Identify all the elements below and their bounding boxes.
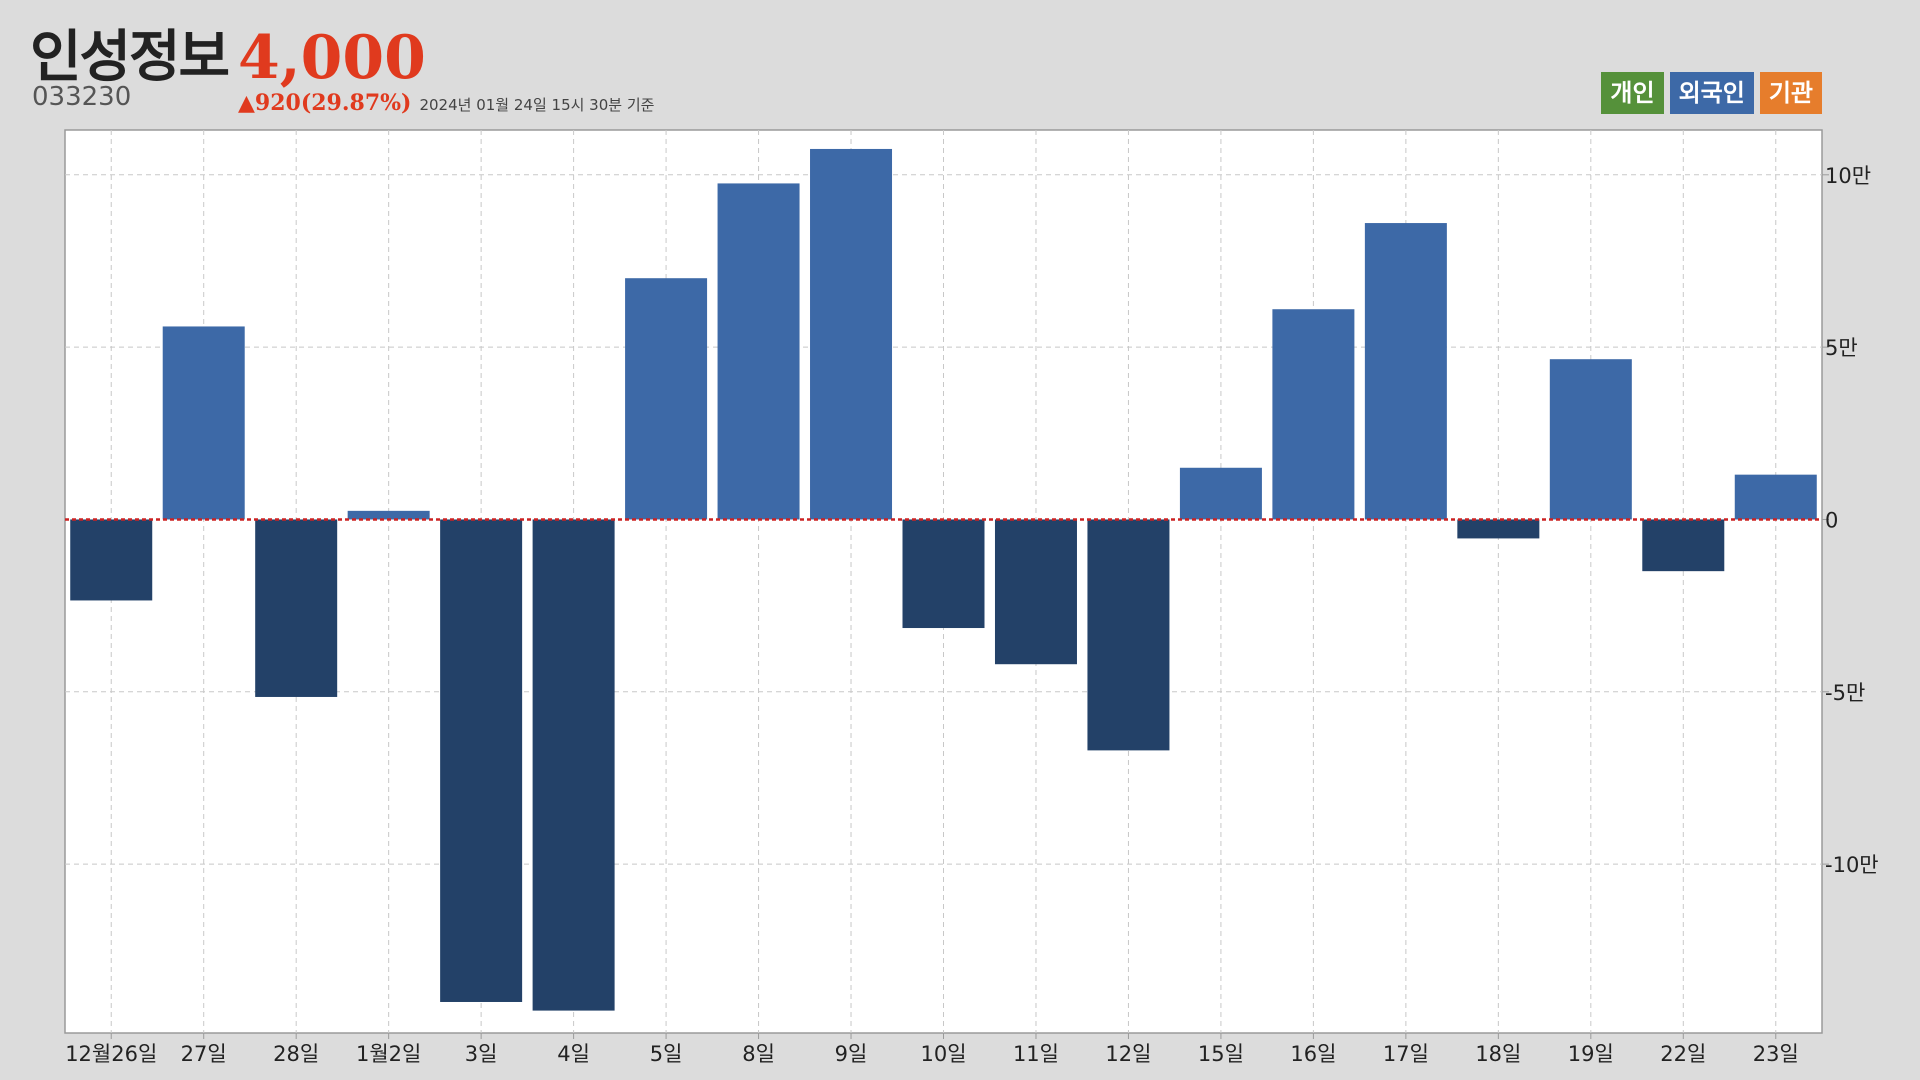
x-tick-label: 15일 [1198,1042,1244,1066]
bar [70,519,153,601]
x-tick-label: 16일 [1290,1042,1336,1066]
bar [162,326,245,520]
y-tick-label: 5만 [1825,336,1858,360]
bar [1734,474,1817,520]
bar [994,519,1077,665]
price-change: ▲920(29.87%) 2024년 01월 24일 15시 30분 기준 [238,90,654,118]
x-tick-label: 12월26일 [65,1042,157,1066]
bar [1457,519,1540,539]
x-tick-label: 5일 [650,1042,683,1066]
bar [255,519,338,697]
stock-name: 인성정보 [30,25,230,90]
x-tick-label: 10일 [920,1042,966,1066]
x-tick-label: 8일 [742,1042,775,1066]
y-tick-label: -5만 [1825,681,1865,705]
bar [532,519,615,1011]
bar [810,148,893,520]
bar [347,510,430,520]
bar [1179,467,1262,520]
x-tick-label: 17일 [1383,1042,1429,1066]
bar [440,519,523,1002]
x-tick-label: 22일 [1660,1042,1706,1066]
bar [902,519,985,629]
legend: 개인 외국인 기관 [1601,72,1822,114]
as-of-timestamp: 2024년 01월 24일 15시 30분 기준 [419,96,655,114]
legend-individual[interactable]: 개인 [1601,72,1664,114]
x-tick-label: 11일 [1013,1042,1059,1066]
bar [1642,519,1725,572]
x-tick-label: 27일 [181,1042,227,1066]
x-tick-label: 4일 [557,1042,590,1066]
x-tick-label: 18일 [1475,1042,1521,1066]
legend-institution[interactable]: 기관 [1759,72,1822,114]
legend-foreigner[interactable]: 외국인 [1669,72,1754,114]
y-tick-label: -10만 [1825,853,1879,877]
bar [625,278,708,520]
stock-code: 033230 [32,82,132,112]
bar [1272,309,1355,520]
bar [1364,223,1447,520]
up-arrow-icon: ▲ [238,91,255,116]
x-tick-label: 23일 [1753,1042,1799,1066]
y-tick-label: 10만 [1825,164,1871,188]
stock-price: 4,000 [238,23,426,93]
bar [1549,359,1632,520]
x-tick-label: 12일 [1105,1042,1151,1066]
change-value: 920(29.87%) [254,90,412,116]
bar [717,183,800,520]
x-tick-label: 28일 [273,1042,319,1066]
x-tick-label: 19일 [1568,1042,1614,1066]
x-tick-label: 9일 [835,1042,868,1066]
x-tick-label: 1월2일 [356,1042,421,1066]
x-tick-label: 3일 [465,1042,498,1066]
y-tick-label: 0 [1825,508,1838,532]
bar [1087,519,1170,751]
